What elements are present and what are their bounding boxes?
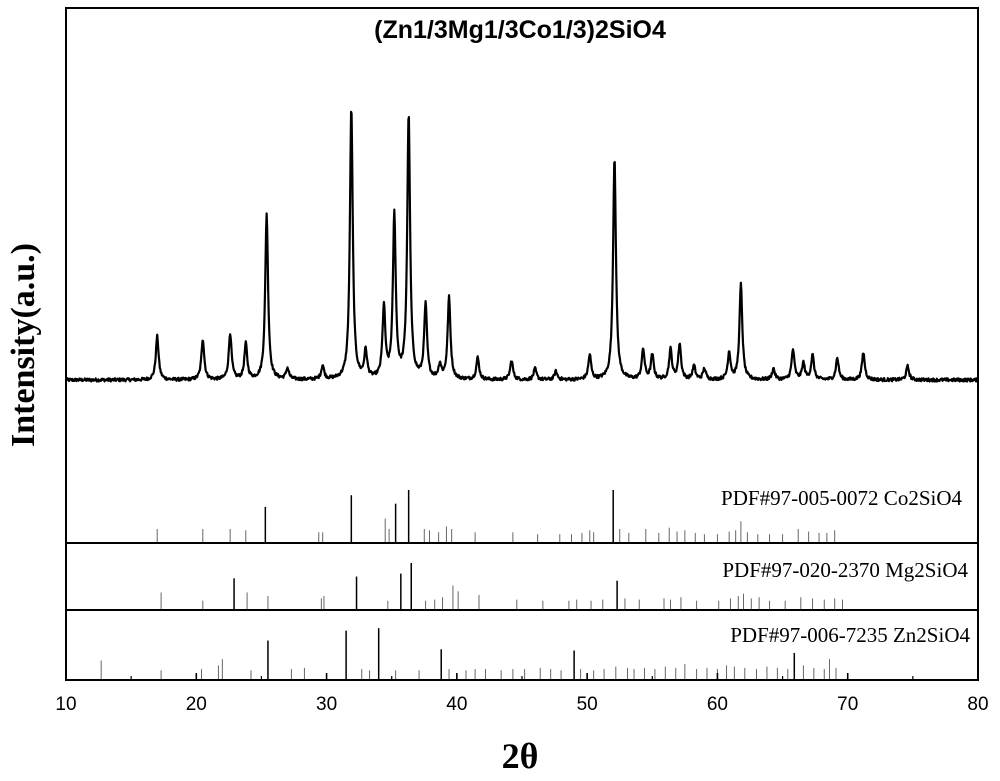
x-tick-label: 50 xyxy=(577,694,598,715)
x-tick-label: 30 xyxy=(316,694,337,715)
chart-title: (Zn1/3Mg1/3Co1/3)2SiO4 xyxy=(374,16,666,44)
reference-label: PDF#97-006-7235 Zn2SiO4 xyxy=(730,623,970,647)
x-tick-label: 80 xyxy=(967,694,988,715)
x-tick-label: 20 xyxy=(186,694,207,715)
x-tick-label: 70 xyxy=(837,694,858,715)
reference-label: PDF#97-005-0072 Co2SiO4 xyxy=(721,486,962,510)
x-tick-label: 10 xyxy=(55,694,76,715)
x-tick-label: 60 xyxy=(707,694,728,715)
diffraction-pattern xyxy=(66,112,978,382)
y-axis-label: Intensity(a.u.) xyxy=(5,243,42,447)
x-tick-label: 40 xyxy=(446,694,467,715)
x-axis-label: 2θ xyxy=(502,736,539,776)
diffraction-line xyxy=(66,112,978,382)
reference-panels: PDF#97-005-0072 Co2SiO4 PDF#97-020-2370 M… xyxy=(66,486,978,679)
reference-label: PDF#97-020-2370 Mg2SiO4 xyxy=(722,558,968,582)
